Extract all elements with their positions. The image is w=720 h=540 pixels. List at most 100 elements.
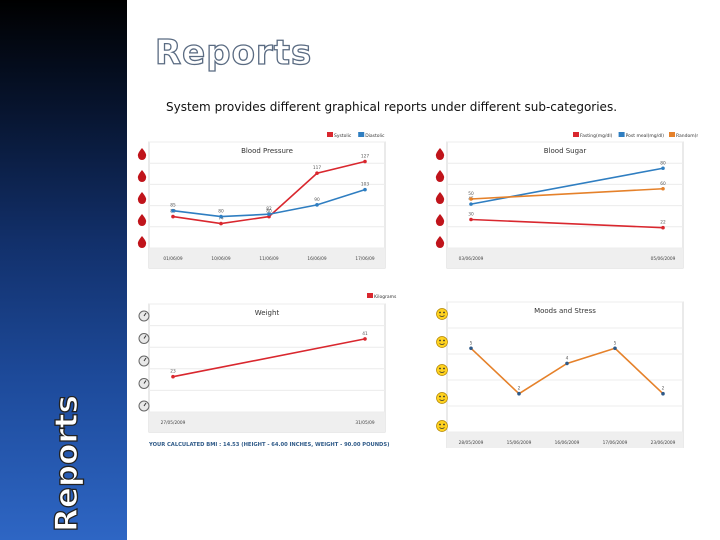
x-tick-label: 05/06/2009 bbox=[651, 256, 676, 262]
x-axis-band bbox=[149, 412, 385, 432]
data-point bbox=[171, 374, 175, 379]
series-line bbox=[172, 338, 366, 378]
x-tick-label: 11/06/09 bbox=[259, 256, 279, 262]
data-label: 117 bbox=[313, 165, 321, 171]
data-point bbox=[363, 159, 367, 164]
page-title: Reports bbox=[154, 32, 313, 73]
data-label: 80 bbox=[266, 209, 272, 215]
legend-label: Systolic bbox=[334, 133, 352, 139]
blood-drop-icon bbox=[137, 148, 147, 160]
data-point bbox=[517, 391, 521, 396]
x-tick-label: 16/06/09 bbox=[307, 256, 327, 262]
data-label: 5 bbox=[470, 340, 473, 346]
x-tick-label: 23/06/2009 bbox=[651, 440, 676, 446]
blood-drop-icon bbox=[137, 192, 147, 204]
legend-label: Diastolic bbox=[365, 133, 385, 139]
data-point bbox=[363, 187, 367, 192]
scale-icon bbox=[138, 333, 150, 344]
data-label: 74 bbox=[218, 216, 224, 222]
scale-icon bbox=[138, 310, 150, 322]
weight-panel: Weight Kilograms 27/05/2009 31/05/09 23 41 YOU… bbox=[138, 293, 397, 448]
data-point bbox=[219, 221, 223, 226]
legend-swatch bbox=[327, 132, 333, 137]
legend-swatch bbox=[618, 132, 625, 137]
smiley-icon bbox=[436, 336, 448, 348]
legend-label: Fasting(mg/dl) bbox=[580, 133, 613, 139]
x-tick-label: 28/05/2009 bbox=[459, 440, 484, 446]
data-point bbox=[661, 166, 665, 171]
legend-label: Random(mg/dl) bbox=[676, 133, 698, 139]
data-label: 82 bbox=[266, 206, 272, 212]
blood-drop-icon bbox=[435, 148, 445, 160]
legend-swatch bbox=[358, 132, 365, 137]
data-point bbox=[661, 225, 665, 230]
series-line bbox=[470, 167, 664, 205]
data-label: 2 bbox=[662, 386, 665, 392]
blood-drop-icon bbox=[137, 214, 147, 226]
legend-label: Post meal(mg/dl) bbox=[626, 133, 665, 139]
x-axis-band bbox=[447, 432, 683, 448]
x-tick-label: 01/06/09 bbox=[163, 256, 183, 262]
data-label: 30 bbox=[468, 212, 474, 218]
scale-icon bbox=[138, 400, 150, 412]
data-label: 103 bbox=[361, 182, 369, 188]
x-axis-band bbox=[149, 248, 385, 268]
x-tick-label: 10/06/09 bbox=[211, 256, 231, 262]
data-label: 80 bbox=[218, 209, 224, 215]
chart-title: Blood Pressure bbox=[241, 147, 293, 155]
data-point bbox=[469, 202, 473, 206]
moods-stress-panel: Moods and Stress 28/05/2009 15/06/2009 16/0… bbox=[436, 301, 684, 448]
data-point bbox=[469, 346, 473, 351]
data-point bbox=[315, 203, 319, 207]
x-tick-label: 16/06/2009 bbox=[555, 440, 580, 446]
blood-drop-icon bbox=[137, 236, 147, 248]
data-label: 90 bbox=[314, 197, 320, 203]
blood-drop-icon bbox=[435, 192, 445, 204]
x-tick-label: 27/05/2009 bbox=[161, 420, 186, 426]
data-point bbox=[219, 214, 223, 219]
blood-drop-icon bbox=[435, 214, 445, 226]
x-tick-label: 03/06/2009 bbox=[459, 256, 484, 262]
x-axis-band bbox=[447, 248, 683, 268]
series-line bbox=[470, 218, 664, 229]
data-point bbox=[469, 217, 473, 222]
blood-drop-icon bbox=[137, 170, 147, 182]
data-point bbox=[613, 346, 617, 351]
data-point bbox=[469, 197, 473, 201]
blood-sugar-panel: Blood Sugar Fasting(mg/dl) Post meal(mg/dl… bbox=[435, 132, 698, 269]
legend-swatch bbox=[669, 132, 675, 137]
data-point bbox=[661, 186, 665, 191]
data-point bbox=[661, 391, 665, 396]
side-title-text: Reports bbox=[49, 396, 85, 532]
legend-label: Kilograms bbox=[374, 294, 397, 300]
blood-pressure-panel: Blood Pressure Systolic Diastolic 01/06/09 1… bbox=[137, 132, 386, 269]
scale-icon bbox=[138, 378, 150, 389]
chart-title: Blood Sugar bbox=[544, 147, 587, 155]
data-point bbox=[171, 208, 175, 213]
side-title: Reports bbox=[48, 396, 85, 533]
data-point bbox=[565, 361, 569, 366]
data-label: 85 bbox=[170, 203, 176, 209]
data-label: 5 bbox=[614, 340, 617, 346]
data-label: 50 bbox=[468, 191, 474, 197]
legend-swatch bbox=[573, 132, 579, 137]
data-point bbox=[363, 337, 367, 341]
data-label: 22 bbox=[660, 220, 666, 226]
scale-icon bbox=[138, 355, 150, 367]
data-point bbox=[315, 171, 319, 176]
smiley-icon bbox=[436, 308, 448, 320]
data-point bbox=[267, 212, 271, 217]
x-tick-label: 17/06/09 bbox=[355, 256, 375, 262]
series-line bbox=[470, 187, 664, 200]
data-label: 23 bbox=[170, 369, 176, 375]
chart-title: Weight bbox=[255, 309, 280, 317]
data-label: 60 bbox=[660, 181, 666, 187]
data-point bbox=[171, 214, 175, 219]
blood-drop-icon bbox=[435, 170, 445, 182]
chart-title: Moods and Stress bbox=[534, 307, 596, 315]
legend-swatch bbox=[367, 293, 373, 298]
data-label: 41 bbox=[362, 331, 368, 337]
data-label: 80 bbox=[660, 160, 666, 166]
data-label: 2 bbox=[518, 386, 521, 392]
bmi-note: YOUR CALCULATED BMI : 14.53 (HEIGHT - 64… bbox=[148, 442, 389, 448]
